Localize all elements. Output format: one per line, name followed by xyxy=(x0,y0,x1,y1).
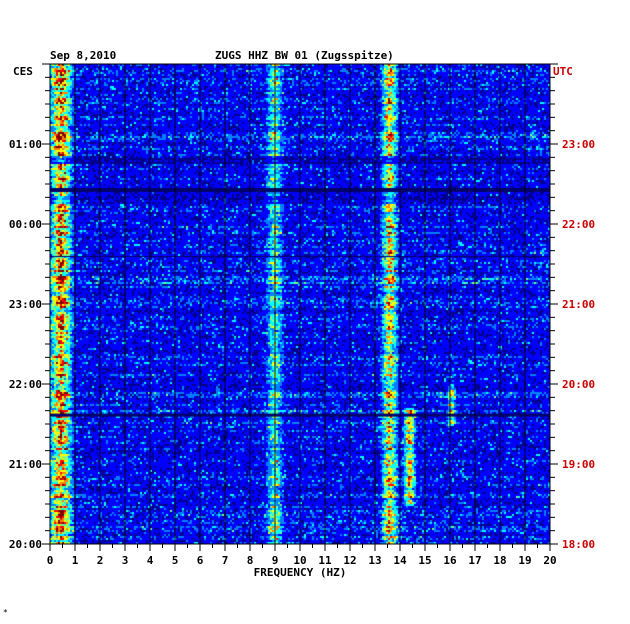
x-tick-label: 11 xyxy=(318,554,332,567)
left-tick-label: 01:00 xyxy=(9,138,42,151)
right-tick-label: 22:00 xyxy=(562,218,595,231)
x-tick-label: 12 xyxy=(343,554,356,567)
x-tick-label: 16 xyxy=(443,554,457,567)
right-tick-label: 21:00 xyxy=(562,298,595,311)
x-tick-label: 8 xyxy=(247,554,254,567)
left-tick-label: 00:00 xyxy=(9,218,42,231)
left-timezone-label: CES xyxy=(13,65,33,78)
left-tick-label: 23:00 xyxy=(9,298,42,311)
left-tick-label: 21:00 xyxy=(9,458,42,471)
x-tick-label: 5 xyxy=(172,554,179,567)
x-tick-label: 3 xyxy=(122,554,129,567)
x-tick-label: 7 xyxy=(222,554,229,567)
chart-date: Sep 8,2010 xyxy=(50,49,116,62)
x-tick-label: 19 xyxy=(518,554,531,567)
x-axis-label: FREQUENCY (HZ) xyxy=(254,566,347,579)
right-timezone-label: UTC xyxy=(553,65,573,78)
x-tick-label: 4 xyxy=(147,554,154,567)
right-tick-label: 19:00 xyxy=(562,458,595,471)
x-tick-label: 15 xyxy=(418,554,431,567)
x-tick-label: 1 xyxy=(72,554,79,567)
right-tick-label: 18:00 xyxy=(562,538,595,551)
x-tick-label: 10 xyxy=(293,554,306,567)
right-tick-label: 23:00 xyxy=(562,138,595,151)
x-tick-label: 14 xyxy=(393,554,407,567)
x-tick-label: 17 xyxy=(468,554,481,567)
x-tick-label: 13 xyxy=(368,554,381,567)
x-tick-label: 2 xyxy=(97,554,104,567)
x-tick-label: 20 xyxy=(543,554,556,567)
chart-title: ZUGS HHZ BW 01 (Zugsspitze) xyxy=(215,49,394,62)
x-tick-label: 6 xyxy=(197,554,204,567)
right-time-axis: 23:00 22:00 21:00 20:00 19:00 18:00 xyxy=(550,63,595,551)
x-tick-label: 18 xyxy=(493,554,506,567)
frequency-axis: 0 1 2 3 4 5 6 7 8 9 10 11 12 13 14 15 16 17 18 19 20 xyxy=(47,544,557,567)
x-tick-label: 9 xyxy=(272,554,279,567)
right-tick-label: 20:00 xyxy=(562,378,595,391)
grid-lines xyxy=(74,64,526,544)
footer-mark: * xyxy=(3,608,8,617)
left-tick-label: 20:00 xyxy=(9,538,42,551)
x-tick-label: 0 xyxy=(47,554,54,567)
left-tick-label: 22:00 xyxy=(9,378,42,391)
left-time-axis: 01:00 00:00 23:00 22:00 21:00 20:00 xyxy=(9,63,50,551)
